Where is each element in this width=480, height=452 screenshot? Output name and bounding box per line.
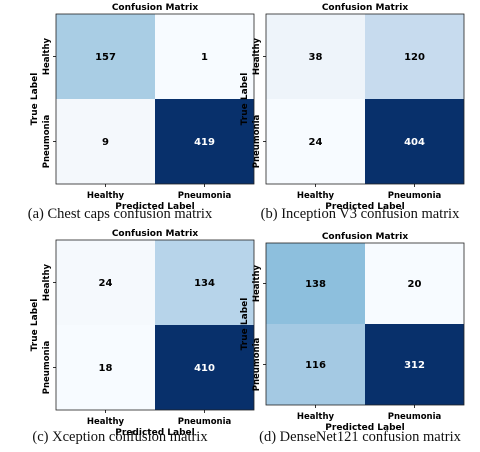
heatmap-cell: [266, 243, 365, 324]
cell-value-label: 120: [404, 52, 425, 63]
caption-d: (d) DenseNet121 confusion matrix: [259, 429, 461, 445]
plot-frame: [265, 13, 465, 185]
cell-value-label: 312: [404, 360, 425, 371]
heatmap-cell: [155, 99, 254, 184]
heatmap-cell: [155, 240, 254, 325]
x-tick-label: Healthy: [297, 412, 335, 422]
cell-value-label: 134: [194, 278, 215, 289]
heatmap-cell: [365, 243, 464, 324]
y-tick-label: Pneumonia: [252, 337, 262, 391]
heatmap-cell: [365, 99, 464, 184]
x-tick-label: Pneumonia: [178, 191, 232, 201]
y-tick-label: Healthy: [42, 263, 52, 301]
confusion-matrix-panel-d: Confusion Matrix 138 20 116 312 Healthy Pneumo…: [240, 226, 480, 452]
y-axis-label: True Label: [30, 299, 40, 352]
y-tick-label: Pneumonia: [42, 340, 52, 394]
confusion-matrix-chart-c: Confusion Matrix 24 134 18 410 Healthy Pneumon…: [30, 229, 255, 438]
heatmap-cell: [56, 14, 155, 99]
x-tick-label: Pneumonia: [388, 191, 442, 201]
x-tick-label: Healthy: [87, 191, 125, 201]
heatmap-cell: [56, 240, 155, 325]
x-tick-label: Healthy: [297, 191, 335, 201]
plot-frame: [55, 13, 255, 185]
chart-title: Confusion Matrix: [322, 232, 409, 242]
confusion-matrix-chart-d: Confusion Matrix 138 20 116 312 Healthy Pneumo…: [240, 232, 465, 433]
y-tick-label: Pneumonia: [42, 114, 52, 168]
heatmap-cell: [56, 99, 155, 184]
heatmap-cell: [266, 324, 365, 405]
y-tick-label: Healthy: [252, 37, 262, 75]
cell-value-label: 410: [194, 363, 215, 374]
confusion-matrix-chart-b: Confusion Matrix 38 120 24 404 Healthy Pneumon…: [240, 3, 465, 212]
x-tick-label: Pneumonia: [388, 412, 442, 422]
x-axis-label: Predicted Label: [115, 428, 194, 438]
caption-b: (b) Inception V3 confusion matrix: [260, 206, 460, 222]
cell-value-label: 157: [95, 52, 116, 63]
cell-value-label: 24: [99, 278, 113, 289]
confusion-matrix-panel-c: Confusion Matrix 24 134 18 410 Healthy Pneumon…: [0, 226, 255, 452]
heatmap-cell: [365, 14, 464, 99]
chart-title: Confusion Matrix: [322, 3, 409, 13]
heatmap-cell: [155, 325, 254, 410]
y-tick-label: Pneumonia: [252, 114, 262, 168]
confusion-matrix-panel-a: Confusion Matrix 157 1 9 419 Healthy Pneumonia…: [0, 0, 255, 226]
cell-value-label: 1: [201, 52, 208, 63]
heatmap-cell: [56, 325, 155, 410]
y-tick-label: Healthy: [42, 37, 52, 75]
y-axis-label: True Label: [240, 73, 250, 126]
x-tick-label: Healthy: [87, 417, 125, 427]
x-axis-label: Predicted Label: [325, 423, 404, 433]
confusion-matrix-panel-b: Confusion Matrix 38 120 24 404 Healthy Pneumon…: [240, 0, 480, 226]
plot-frame: [55, 239, 255, 411]
plot-frame: [265, 242, 465, 406]
caption-c: (c) Xception confusion matrix: [32, 429, 208, 445]
cell-value-label: 24: [309, 137, 323, 148]
cell-value-label: 9: [102, 137, 109, 148]
cell-value-label: 20: [408, 279, 422, 290]
confusion-matrix-chart-a: Confusion Matrix 157 1 9 419 Healthy Pneumonia…: [30, 3, 255, 212]
chart-title: Confusion Matrix: [112, 229, 199, 239]
y-tick-label: Healthy: [252, 264, 262, 302]
y-axis-label: True Label: [30, 73, 40, 126]
cell-value-label: 419: [194, 137, 215, 148]
cell-value-label: 404: [404, 137, 425, 148]
y-axis-label: True Label: [240, 298, 250, 351]
cell-value-label: 138: [305, 279, 326, 290]
x-axis-label: Predicted Label: [325, 202, 404, 212]
cell-value-label: 38: [309, 52, 323, 63]
cell-value-label: 18: [99, 363, 113, 374]
chart-title: Confusion Matrix: [112, 3, 199, 13]
cell-value-label: 116: [305, 360, 326, 371]
heatmap-cell: [266, 14, 365, 99]
x-axis-label: Predicted Label: [115, 202, 194, 212]
heatmap-cell: [266, 99, 365, 184]
heatmap-cell: [155, 14, 254, 99]
heatmap-cell: [365, 324, 464, 405]
caption-a: (a) Chest caps confusion matrix: [27, 206, 213, 222]
x-tick-label: Pneumonia: [178, 417, 232, 427]
